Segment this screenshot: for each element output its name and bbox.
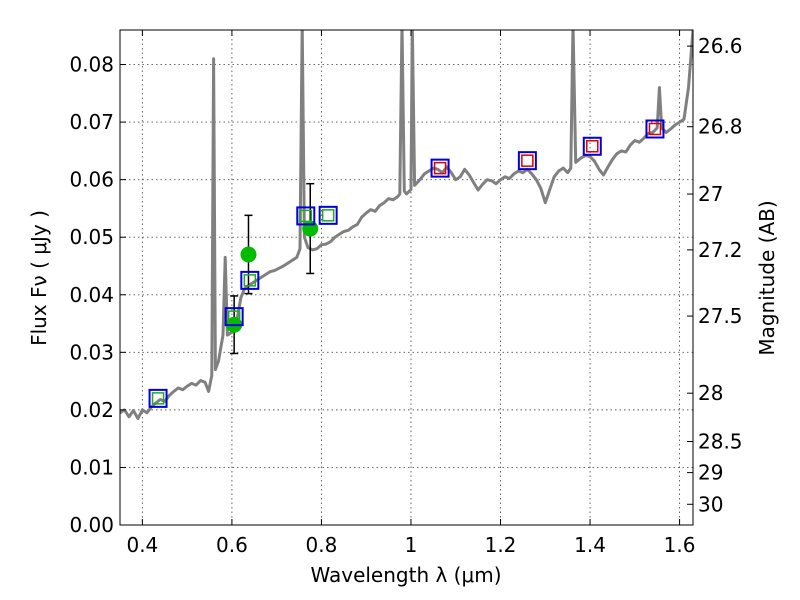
y-tick-label: 0.06 — [69, 168, 114, 192]
x-tick-label: 0.8 — [306, 533, 338, 557]
model_band_large-marker — [517, 151, 537, 171]
model_band_red-marker — [433, 161, 447, 175]
x-tick-label: 1 — [405, 533, 418, 557]
right-tick-label: 28 — [698, 381, 723, 405]
right-tick-label: 27.5 — [698, 304, 743, 328]
x-tick-label: 0.4 — [126, 533, 158, 557]
observed-point — [240, 246, 257, 263]
x-tick-label: 1.2 — [485, 533, 517, 557]
y-axis-title-left: Flux Fν ( μJy ) — [27, 210, 51, 346]
right-tick-label: 29 — [698, 461, 723, 485]
model_band_large-marker — [645, 119, 665, 139]
right-tick-label: 27 — [698, 182, 723, 206]
right-tick-label: 30 — [698, 492, 723, 516]
model_band_green-marker — [299, 209, 313, 223]
model_band_red-marker — [586, 140, 599, 153]
model_band_green-marker — [243, 274, 257, 287]
y-tick-label: 0.07 — [69, 110, 114, 134]
model_band_green-marker — [227, 310, 241, 323]
model_band_red-marker — [648, 122, 662, 136]
x-axis-ticks: 0.4 0.6 0.8 1 1.2 1.4 1.6 — [126, 30, 695, 557]
right-tick-label: 28.5 — [698, 430, 743, 454]
model-spectrum-line — [120, 30, 693, 420]
model_band_large-marker — [240, 270, 260, 290]
grid-lines — [120, 30, 693, 525]
plot-frame — [119, 29, 694, 526]
y-axis-ticks: 0.00 0.01 0.02 0.03 0.04 0.05 0.06 0.07 0.08 — [69, 53, 126, 537]
y-tick-label: 0.05 — [69, 225, 114, 249]
right-tick-label: 26.6 — [698, 34, 743, 58]
y-tick-label: 0.03 — [69, 340, 114, 364]
model_band_red-marker — [521, 154, 534, 167]
marker-layer — [148, 119, 665, 408]
y-tick-label: 0.00 — [69, 513, 114, 537]
y-tick-label: 0.08 — [69, 53, 114, 77]
y-tick-label: 0.02 — [69, 398, 114, 422]
model_band_large-marker — [296, 206, 316, 226]
model_band_large-marker — [318, 205, 338, 225]
y-tick-label: 0.04 — [69, 283, 114, 307]
y-axis-title-right: Magnitude (AB) — [755, 200, 779, 355]
observed-point — [302, 220, 319, 237]
model_band_large-marker — [224, 307, 244, 327]
right-axis-ticks: 26.6 26.8 27 27.2 27.5 28 28.5 29 30 — [687, 34, 743, 516]
model_band_large-marker — [430, 158, 450, 178]
model_band_large-marker — [148, 388, 168, 408]
right-tick-label: 27.2 — [698, 238, 743, 262]
model_band_green-marker — [151, 392, 165, 405]
right-tick-label: 26.8 — [698, 115, 743, 139]
x-tick-label: 1.4 — [574, 533, 606, 557]
model_band_large-marker — [582, 136, 602, 156]
x-tick-label: 1.6 — [664, 533, 696, 557]
y-tick-label: 0.01 — [69, 455, 114, 479]
spectrum-layer — [120, 30, 693, 420]
model_band_green-marker — [321, 209, 335, 222]
x-tick-label: 0.6 — [216, 533, 248, 557]
x-axis-title: Wavelength λ (μm) — [310, 563, 501, 587]
